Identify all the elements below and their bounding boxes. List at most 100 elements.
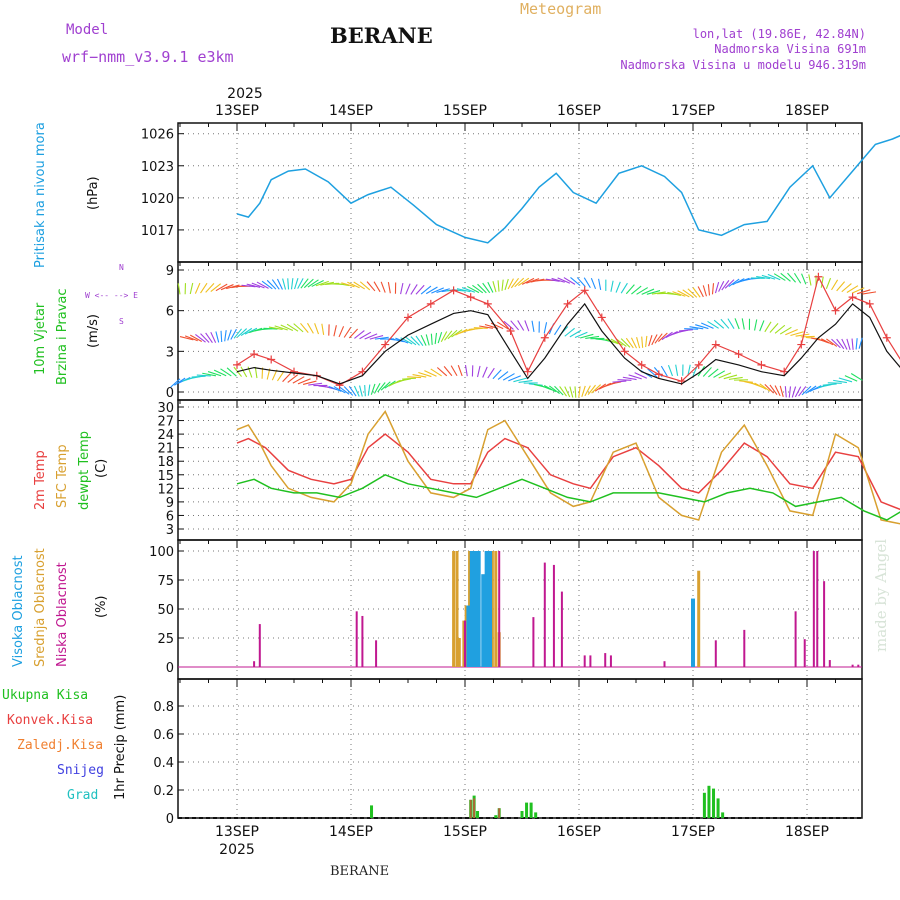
cloud-mid-bar (464, 605, 468, 667)
pressure-label: Pritisak na nivou mora (33, 122, 48, 268)
wind-arrow (274, 325, 288, 331)
wind-arrow (472, 284, 484, 294)
wind-arrow (598, 278, 602, 291)
temp-label-2m: 2m Temp (33, 450, 48, 510)
wind-arrow (801, 385, 812, 396)
wind-arrow (492, 369, 502, 380)
wind-arrow (390, 338, 404, 343)
wind-arrow (651, 291, 666, 295)
wind-arrow (256, 281, 269, 289)
wind-arrow (815, 337, 830, 344)
wind-arrow (554, 324, 562, 336)
altitude-text: Nadmorska Visina 691m (714, 42, 866, 56)
cloud-mid-bar (494, 551, 498, 667)
wind-arrow (741, 318, 745, 330)
wind-arrow (838, 377, 853, 383)
y-tick-label: 100 (149, 545, 174, 560)
wind-arrow (779, 326, 792, 335)
wind-arrow (594, 383, 607, 392)
wind-arrow (215, 331, 220, 343)
wind-arrow (687, 288, 698, 298)
wind-arrow (583, 277, 591, 289)
wind-arrow (343, 327, 352, 338)
cloud-low-bar (552, 564, 555, 667)
wind-arrow (240, 366, 248, 378)
wind-gust-marker (734, 350, 743, 359)
wind-arrow (380, 281, 386, 293)
wind-arrow (759, 383, 771, 392)
day-label-top: 16SEP (557, 103, 601, 119)
wind-arrow (436, 288, 450, 293)
wind-arrow (795, 333, 810, 337)
cloud-high-bar (469, 551, 474, 667)
wind-arrow (543, 322, 548, 334)
wind-gust-marker (267, 355, 276, 364)
wind-arrow (820, 338, 834, 346)
coords-text: lon,lat (19.86E, 42.84N) (693, 27, 866, 41)
precip-total-bar (525, 802, 529, 818)
wind-arrow (708, 368, 719, 378)
wind-arrow (179, 336, 194, 341)
wind-arrow (205, 283, 215, 293)
wind-arrow (514, 277, 525, 288)
y-tick-label: 1023 (141, 160, 174, 175)
wind-arrow (526, 278, 540, 284)
product-title: Meteogram (520, 0, 601, 18)
wind-arrow (302, 380, 317, 385)
wind-arrow (563, 277, 576, 285)
wind-arrow (784, 386, 787, 398)
day-label-bottom: 13SEP (215, 824, 259, 840)
wind-arrow (779, 385, 784, 397)
y-tick-label: 6 (166, 305, 174, 320)
day-label-bottom: 15SEP (443, 824, 487, 840)
wind-arrow (261, 280, 273, 290)
wind-arrow (713, 319, 725, 329)
wind-arrow (407, 376, 422, 379)
wind-arrow (780, 272, 791, 282)
wind-arrow (377, 382, 386, 393)
wind-arrow (451, 329, 463, 338)
wind-arrow (773, 273, 786, 281)
cloud-mid-bar (490, 551, 494, 667)
wind-arrow (177, 283, 181, 295)
wind-arrow (610, 280, 614, 292)
wind-arrow (723, 374, 738, 380)
pressure-line (236, 134, 900, 244)
wind-gust-marker (358, 367, 367, 376)
wind-arrow (373, 382, 381, 394)
wind-arrow (794, 386, 802, 398)
wind-arrow (732, 278, 745, 286)
wind-arrow (246, 283, 261, 288)
cloud-mid-bar (455, 551, 459, 667)
wind-arrow (487, 281, 494, 293)
wind-arrow (851, 338, 854, 350)
wind-arrow (590, 277, 597, 290)
wind-gust-marker (506, 327, 515, 335)
wind-gust-marker (563, 299, 572, 308)
day-label-bottom: 16SEP (557, 824, 601, 840)
compass-n: N (119, 263, 124, 272)
precip-total-bar (370, 805, 374, 818)
wind-arrow (827, 382, 842, 384)
temp-unit: (C) (94, 459, 109, 478)
wind-arrow (647, 368, 658, 378)
wind-arrow (687, 364, 691, 376)
wind-arrow (728, 278, 740, 287)
wind-arrow (307, 322, 314, 334)
wind-arrow (196, 374, 211, 377)
wind-arrow (798, 386, 807, 397)
wind-arrow (569, 329, 582, 338)
precip-total-bar (520, 811, 524, 818)
wind-arrow (793, 272, 802, 284)
y-tick-label: 6 (166, 509, 174, 524)
wind-arrow (220, 368, 232, 377)
cloud-high-bar (473, 551, 478, 667)
y-tick-label: 1020 (141, 192, 174, 207)
wind-arrow (788, 386, 792, 398)
day-label-bottom: 14SEP (329, 824, 373, 840)
wind-arrow (701, 322, 714, 329)
wind-arrow (620, 338, 631, 348)
wind-arrow (287, 374, 299, 383)
wind-arrow (237, 328, 248, 338)
year-bottom: 2025 (219, 842, 255, 858)
